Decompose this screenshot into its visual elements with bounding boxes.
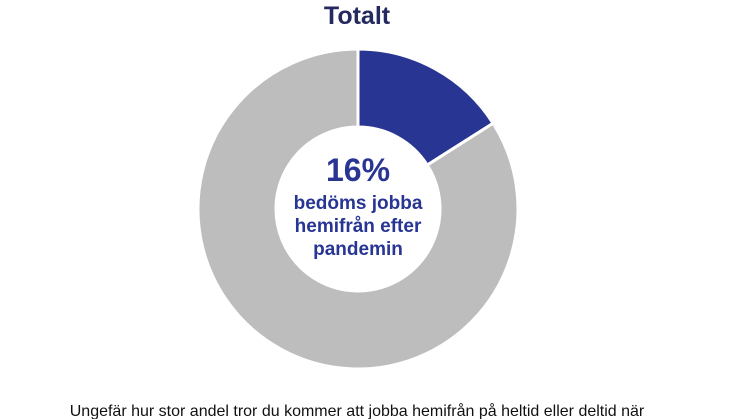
center-description-line: pandemin (313, 239, 403, 260)
center-description-line: bedöms jobba (293, 193, 423, 214)
chart-title: Totalt (323, 2, 391, 30)
center-description-line: hemifrån efter (294, 216, 422, 237)
question-text: Ungefär hur stor andel tror du kommer at… (69, 403, 645, 419)
center-description: bedöms jobba hemifrån efter pandemin (258, 192, 458, 261)
donut-slice (356, 47, 496, 168)
center-percentage: 16% (325, 152, 391, 188)
donut-slice (196, 47, 520, 371)
donut-center-label: 16% bedöms jobba hemifrån efter pandemin (258, 150, 458, 261)
